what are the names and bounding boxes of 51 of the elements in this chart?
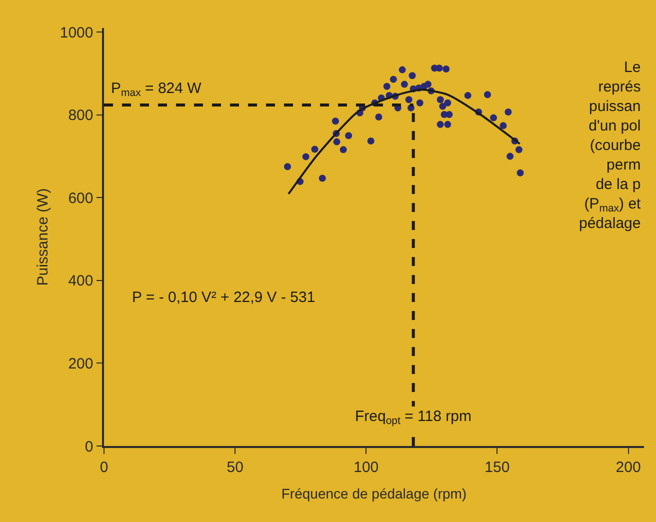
x-tick-label: 150 [484,458,510,476]
point [436,120,444,128]
x-tick-label: 100 [354,458,379,476]
point [439,102,446,110]
point [390,76,397,83]
point [302,153,310,160]
annotation: P = - 0,10 V² + 22,9 V - 531 [132,289,316,306]
point [284,163,291,170]
point [516,169,524,176]
y-tick-label: 1000 [60,24,94,42]
y-tick-label: 200 [68,355,94,372]
point [424,80,432,88]
point [405,96,412,104]
point [506,152,514,160]
point [444,120,452,128]
point [345,132,352,140]
point [332,118,339,125]
y-tick-label: 400 [68,272,94,290]
point [446,111,453,118]
point [436,96,444,104]
text: Le représ puissan d'un pol (courbe perm de la p (P$_{max}$) et pédalage [579,59,641,232]
point [375,113,382,120]
point [333,138,340,146]
point [436,64,443,72]
point [464,92,472,99]
point [408,72,416,80]
point [340,146,347,154]
point [416,99,424,106]
point [383,82,390,90]
x-tick-label: 50 [226,458,244,476]
y-tick-label: 600 [68,190,94,207]
point [504,108,512,116]
point [444,99,452,106]
y-tick-label: 0 [84,438,94,456]
point [500,122,507,130]
ref-line-label: Freq$_{opt}$ = 118 rpm [355,408,472,428]
y-axis-title: Puissance (W) [34,188,52,286]
point [490,114,498,122]
ref-line-label: P$_{max}$ = 824 W [111,80,202,100]
x-axis-title: Fréquence de pédalage (rpm) [281,486,467,502]
point [311,146,318,153]
point [318,174,326,182]
x-tick-label: 200 [616,458,641,476]
point [400,80,408,88]
y-tick-label: 800 [68,107,94,124]
point [367,137,374,144]
point [515,146,522,154]
point [442,65,450,72]
point [398,66,406,74]
x-tick-label: 0 [100,458,108,476]
point [484,91,491,98]
